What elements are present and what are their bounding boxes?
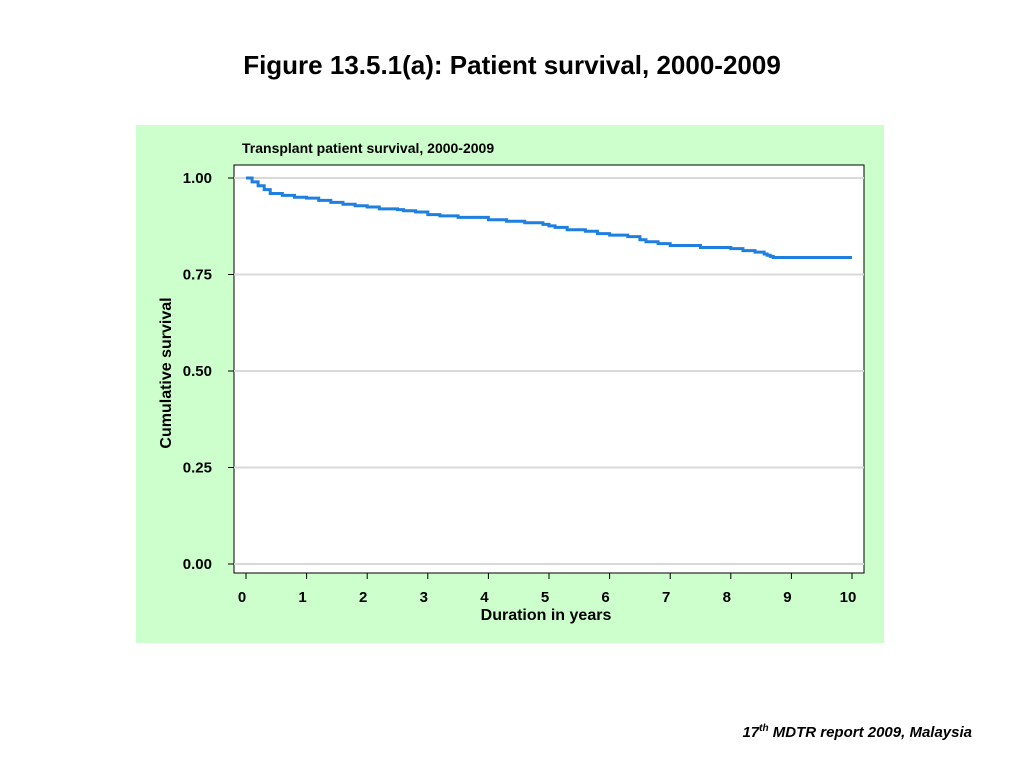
survival-chart: Transplant patient survival, 2000-2009 0…: [158, 140, 865, 624]
x-tick-label: 9: [783, 589, 791, 606]
y-tick-label: 0.50: [183, 363, 212, 380]
x-tick-label: 8: [723, 589, 731, 606]
y-axis-label: Cumulative survival: [158, 297, 175, 448]
x-tick-label: 5: [541, 589, 549, 606]
grid-lines: [234, 177, 864, 565]
y-tick-label: 0.25: [183, 460, 212, 477]
axes: 0.00 0.25 0.50 0.75 1.00 0 1 2 3 4 5 6 7 8 9 10: [183, 170, 857, 606]
x-tick-label: 2: [359, 589, 367, 606]
survival-line: [246, 176, 852, 260]
x-tick-label: 1: [298, 589, 306, 606]
y-tick-label: 0.75: [183, 267, 212, 284]
footer-citation: 17th MDTR report 2009, Malaysia: [742, 723, 972, 741]
chart-title: Transplant patient survival, 2000-2009: [242, 140, 494, 156]
series-layer: [246, 176, 852, 260]
y-tick-label: 1.00: [183, 170, 212, 187]
footer-superscript: th: [759, 723, 769, 734]
footer-number: 17: [742, 724, 760, 741]
y-tick-label: 0.00: [183, 556, 212, 573]
x-tick-label: 7: [662, 589, 670, 606]
x-tick-label: 10: [840, 589, 857, 606]
x-tick-label: 3: [420, 589, 428, 606]
x-axis-label: Duration in years: [481, 607, 612, 624]
slide-title: Figure 13.5.1(a): Patient survival, 2000…: [243, 50, 781, 80]
footer-text: MDTR report 2009, Malaysia: [768, 724, 972, 741]
x-tick-label: 4: [480, 589, 489, 606]
plot-area: [233, 164, 865, 574]
x-tick-label: 0: [238, 589, 246, 606]
x-tick-label: 6: [601, 589, 609, 606]
